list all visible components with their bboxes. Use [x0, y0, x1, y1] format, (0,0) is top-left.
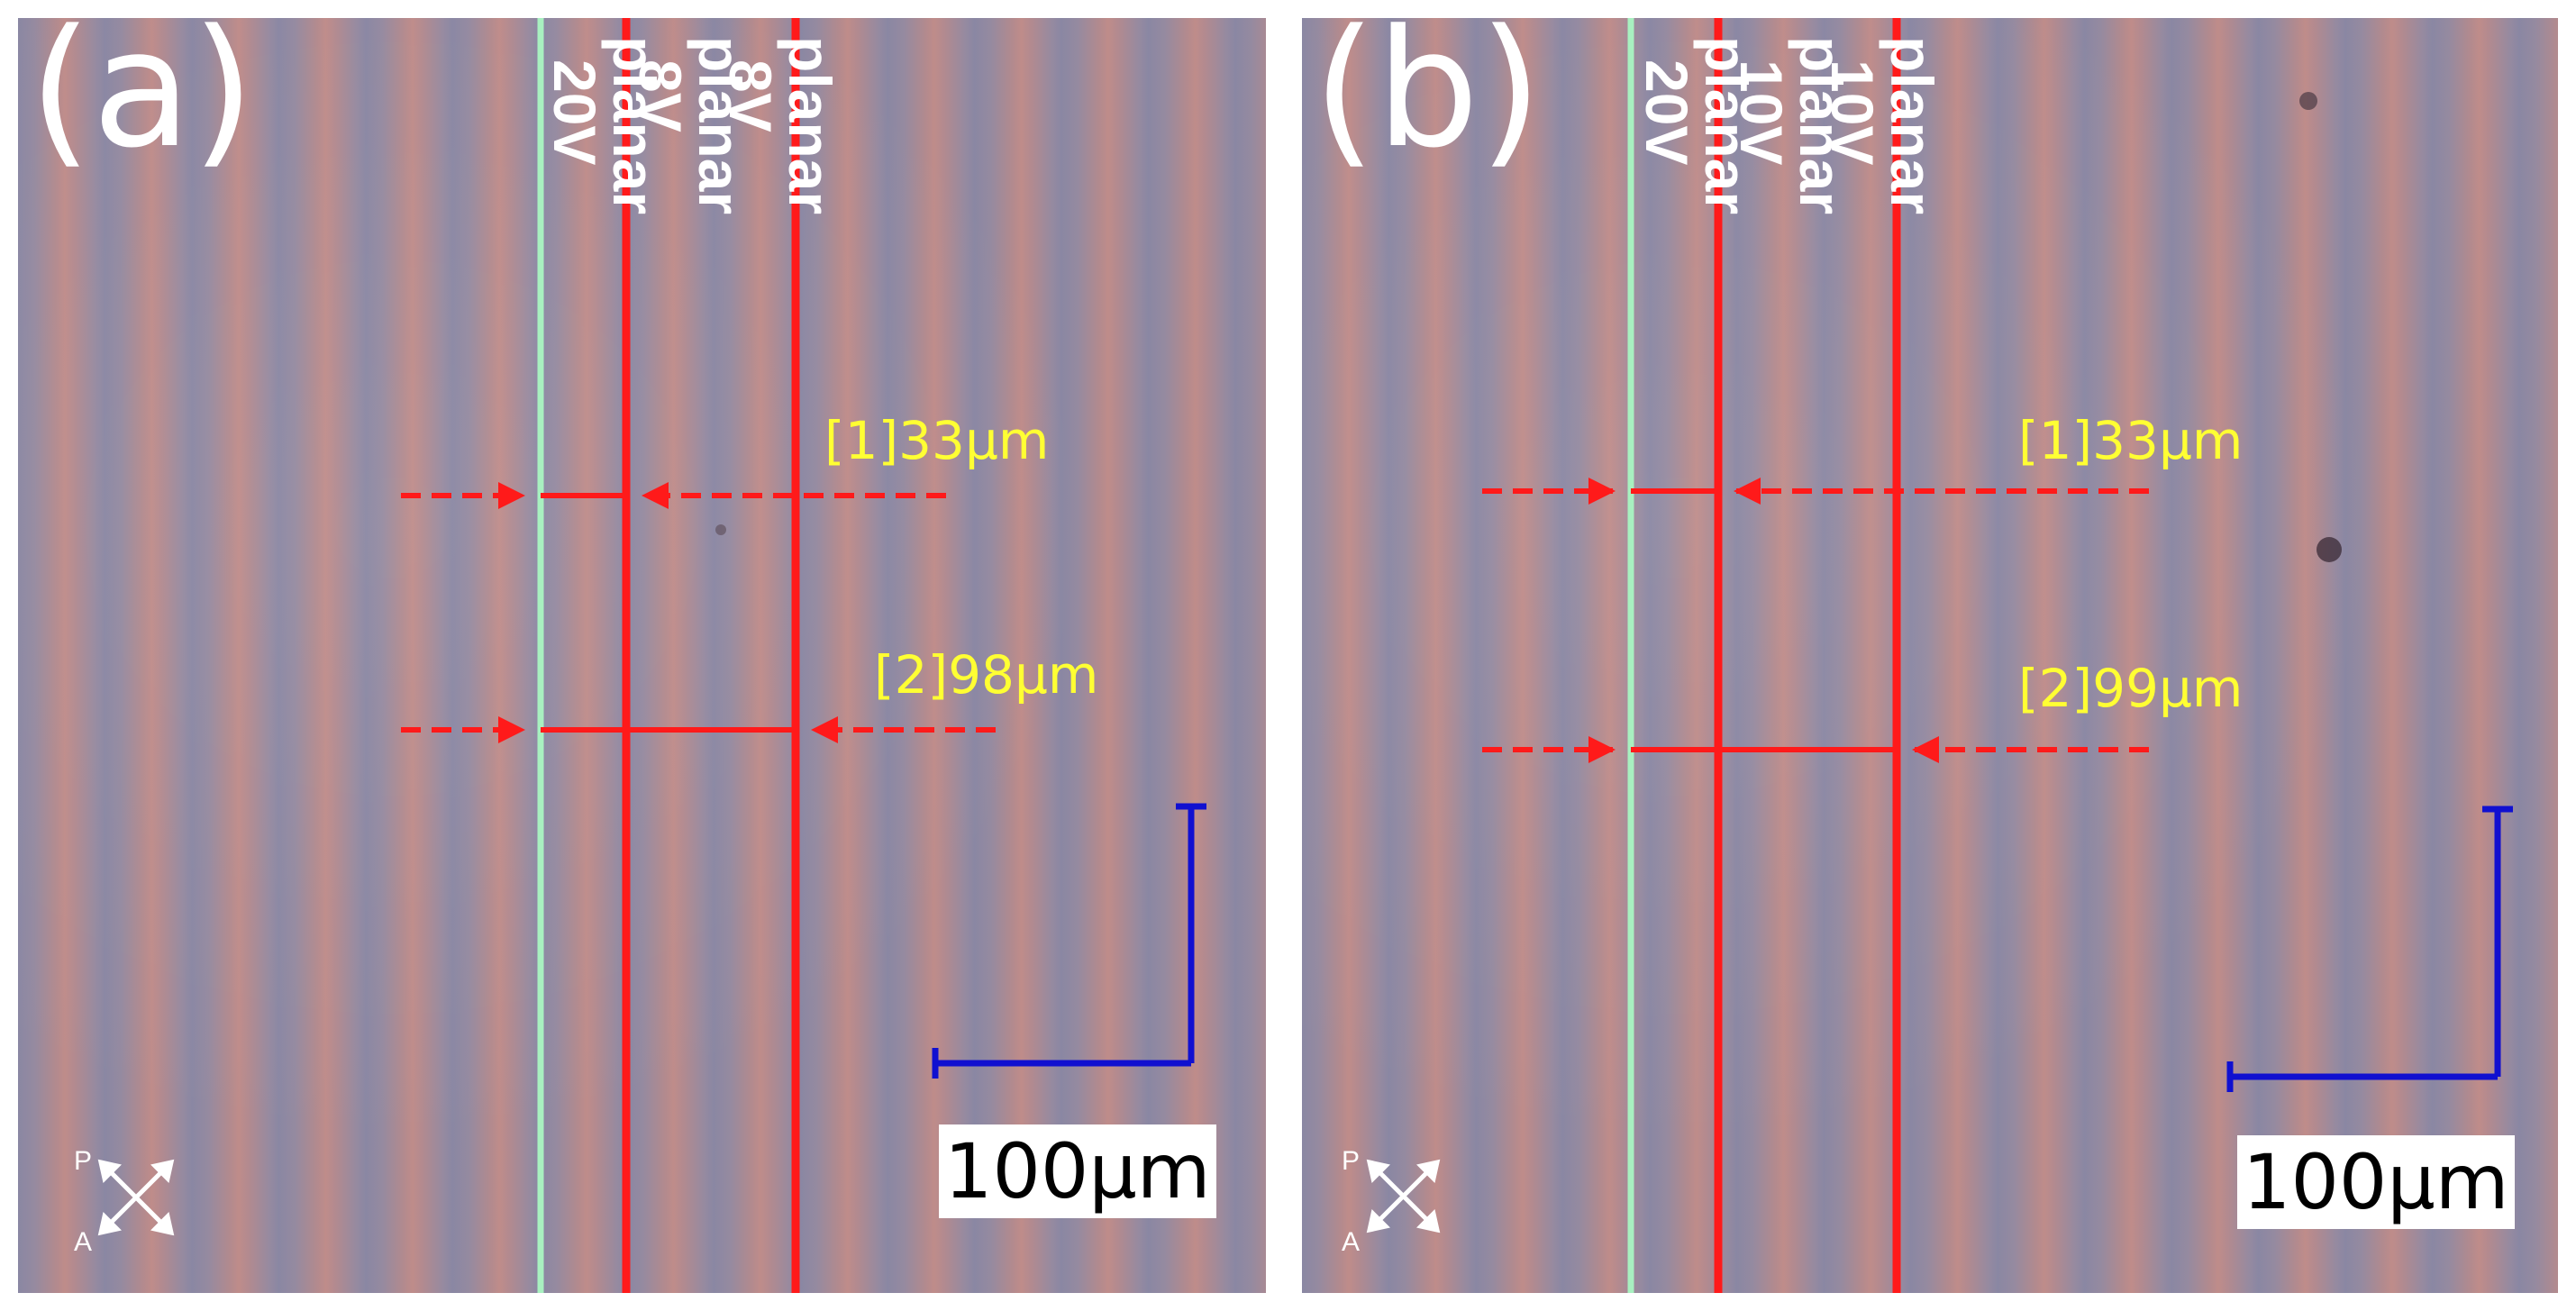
polarizer-label: P [74, 1146, 93, 1176]
polarizer-analyzer-labels: P A [1322, 1126, 1457, 1261]
line-label-10v-right: planar 10V [1819, 36, 1945, 215]
panel-a-overlay [97, 18, 1206, 1293]
scale-bar-a [932, 803, 1206, 1079]
panel-label: (a) [29, 18, 255, 184]
polarizer-analyzer-icon-b [1366, 1159, 1441, 1234]
panel-a: (a) planar 20V planar 8V planar 8V [1]33μm … [18, 18, 1266, 1293]
line-label-8v-left: planar 8V [627, 36, 753, 215]
line-label-10v-left: planar 10V [1728, 36, 1854, 215]
panel-label: (b) [1313, 18, 1543, 184]
line-label-20v: planar 20V [1634, 36, 1760, 215]
analyzer-label: A [1342, 1227, 1361, 1257]
scale-bar-label: 100μm [939, 1124, 1216, 1218]
scale-bar-b [2226, 806, 2513, 1092]
measurement-1: [1]33μm [2018, 410, 2244, 471]
panel-b-overlay [1366, 18, 2513, 1293]
measurement-2: [2]99μm [2018, 658, 2244, 719]
scale-bar-label: 100μm [2237, 1135, 2515, 1229]
polarizer-analyzer-labels: P A [54, 1126, 189, 1261]
polarizer-label: P [1342, 1146, 1361, 1176]
measurement-1: [1]33μm [824, 410, 1050, 471]
line-label-20v: planar 20V [542, 36, 668, 215]
panel-b: (b) planar 20V planar 10V planar 10V [1]33μ… [1302, 18, 2558, 1293]
line-label-8v-right: planar 8V [717, 36, 843, 215]
measurement-2: [2]98μm [874, 644, 1099, 706]
polarizer-analyzer-icon-a [97, 1159, 175, 1236]
analyzer-label: A [74, 1227, 93, 1257]
